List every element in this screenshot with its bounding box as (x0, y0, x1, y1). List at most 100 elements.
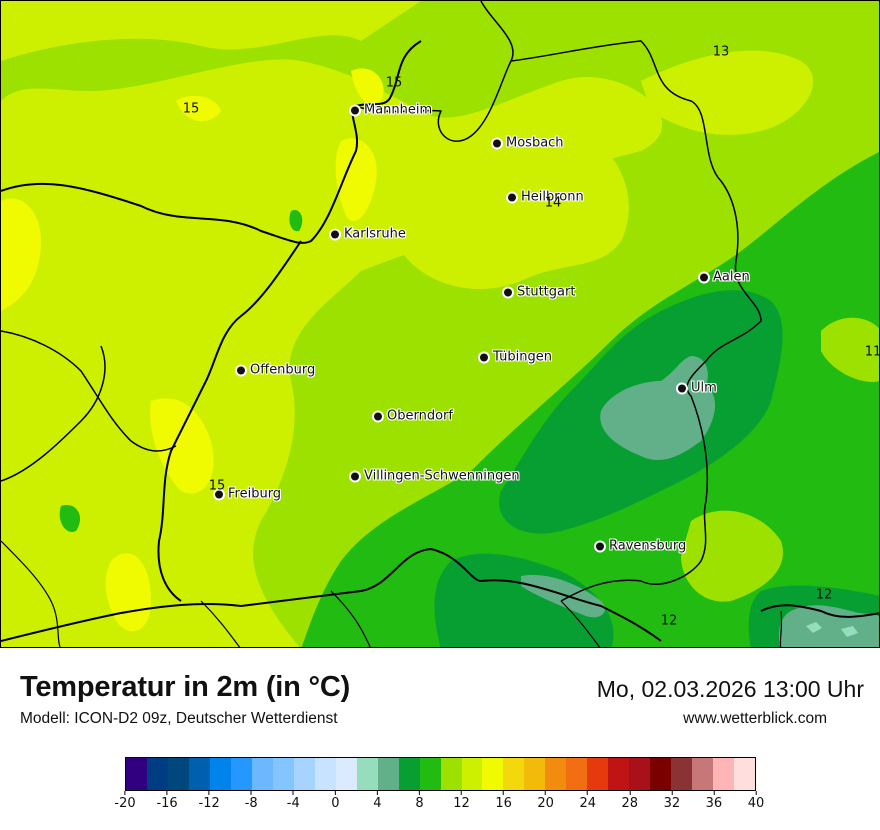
city-label: Heilbronn (521, 189, 584, 205)
colorbar-segment (356, 758, 378, 790)
colorbar-tick: 32 (663, 791, 681, 811)
contour-label: 15 (208, 478, 226, 494)
tick-label: -20 (114, 796, 136, 811)
city-dot-icon (480, 353, 488, 361)
colorbar-tick: 0 (331, 791, 339, 811)
contour-label: 14 (544, 195, 562, 211)
colorbar-tick: 16 (495, 791, 512, 811)
tick-mark (503, 791, 505, 795)
tick-label: -12 (198, 796, 220, 811)
city-dot-icon (508, 193, 516, 201)
tick-mark (334, 791, 336, 795)
colorbar-segment (335, 758, 357, 790)
colorbar-segment (314, 758, 336, 790)
city-label: Freiburg (228, 486, 282, 502)
city-label: Villingen-Schwenningen (364, 468, 520, 484)
contour-label: 13 (712, 44, 730, 60)
colorbar-segment (545, 758, 567, 790)
colorbar-segment (503, 758, 525, 790)
city-label: Aalen (713, 269, 750, 285)
colorbar-segment (188, 758, 210, 790)
city-marker-offenburg[interactable]: Offenburg (237, 363, 315, 378)
tick-label: 20 (537, 796, 554, 811)
tick-mark (461, 791, 463, 795)
colorbar-tick: -12 (199, 791, 220, 811)
temperature-colorbar (125, 757, 756, 791)
city-marker-ravensburg[interactable]: Ravensburg (596, 539, 686, 554)
city-marker-oberndorf[interactable]: Oberndorf (374, 409, 453, 424)
tick-label: 28 (621, 796, 639, 811)
temperature-field (1, 1, 879, 647)
colorbar-segment (734, 758, 756, 790)
colorbar-tick: -20 (114, 791, 136, 811)
city-marker-villingen-schwenningen[interactable]: Villingen-Schwenningen (351, 469, 520, 484)
city-marker-ulm[interactable]: Ulm (678, 381, 717, 396)
colorbar-segment (209, 758, 231, 790)
city-marker-heilbronn[interactable]: Heilbronn (508, 190, 584, 205)
tick-label: 40 (747, 796, 765, 811)
website-link[interactable]: www.wetterblick.com (683, 710, 827, 727)
colorbar-tick: -4 (287, 791, 300, 811)
city-dot-icon (351, 106, 359, 114)
city-label: Stuttgart (517, 284, 576, 300)
tick-label: 36 (705, 796, 723, 811)
city-marker-freiburg[interactable]: Freiburg (215, 487, 281, 502)
tick-mark (418, 791, 420, 795)
tick-label: 4 (373, 796, 382, 811)
colorbar-segment (272, 758, 294, 790)
tick-mark (166, 791, 168, 795)
city-dot-icon (331, 230, 339, 238)
city-marker-tuebingen[interactable]: Tübingen (480, 350, 552, 365)
temperature-map[interactable]: Mannheim Mosbach Heilbronn Karlsruhe Aal… (0, 0, 880, 648)
contour-label: 11 (864, 344, 880, 360)
colorbar-segment (566, 758, 588, 790)
city-label: Ravensburg (609, 538, 687, 554)
colorbar-tick: 36 (705, 791, 723, 811)
city-dot-icon (351, 472, 359, 480)
colorbar-segment (167, 758, 189, 790)
colorbar-segment (713, 758, 735, 790)
colorbar-tick: 20 (537, 791, 554, 811)
city-marker-karlsruhe[interactable]: Karlsruhe (331, 227, 406, 242)
colorbar-segment (398, 758, 420, 790)
tick-label: 24 (579, 796, 596, 811)
tick-label: -8 (244, 796, 258, 811)
colorbar-segment (692, 758, 714, 790)
city-dot-icon (374, 412, 382, 420)
tick-mark (713, 791, 715, 795)
city-label: Mannheim (364, 102, 433, 118)
tick-label: 8 (415, 796, 424, 811)
colorbar-tick: 12 (453, 791, 470, 811)
colorbar-segment (419, 758, 441, 790)
tick-label: -16 (156, 796, 178, 811)
city-label: Mosbach (506, 135, 564, 151)
colorbar-tick: 8 (415, 791, 424, 811)
chart-title: Temperatur in 2m (in °C) (20, 671, 351, 703)
city-dot-icon (237, 366, 245, 374)
city-marker-aalen[interactable]: Aalen (700, 270, 750, 285)
colorbar-tick: 28 (621, 791, 639, 811)
colorbar-segment (230, 758, 252, 790)
city-marker-mosbach[interactable]: Mosbach (493, 136, 564, 151)
tick-label: 32 (663, 796, 681, 811)
city-label: Karlsruhe (344, 226, 406, 242)
tick-label: 16 (495, 796, 512, 811)
city-dot-icon (504, 288, 512, 296)
colorbar-segment (587, 758, 609, 790)
city-marker-stuttgart[interactable]: Stuttgart (504, 285, 575, 300)
city-dot-icon (678, 384, 686, 392)
city-label: Oberndorf (387, 408, 453, 424)
city-marker-mannheim[interactable]: Mannheim (351, 103, 432, 118)
model-source: Modell: ICON-D2 09z, Deutscher Wetterdie… (20, 710, 338, 727)
tick-label: 0 (331, 796, 340, 811)
colorbar-tick: -16 (156, 791, 178, 811)
tick-mark (250, 791, 252, 795)
tick-mark (587, 791, 589, 795)
colorbar-segment (629, 758, 651, 790)
contour-label: 12 (660, 613, 678, 629)
tick-mark (671, 791, 673, 795)
colorbar-tick: -8 (245, 791, 258, 811)
colorbar-segment (608, 758, 630, 790)
colorbar-segment (650, 758, 672, 790)
tick-mark (629, 791, 631, 795)
